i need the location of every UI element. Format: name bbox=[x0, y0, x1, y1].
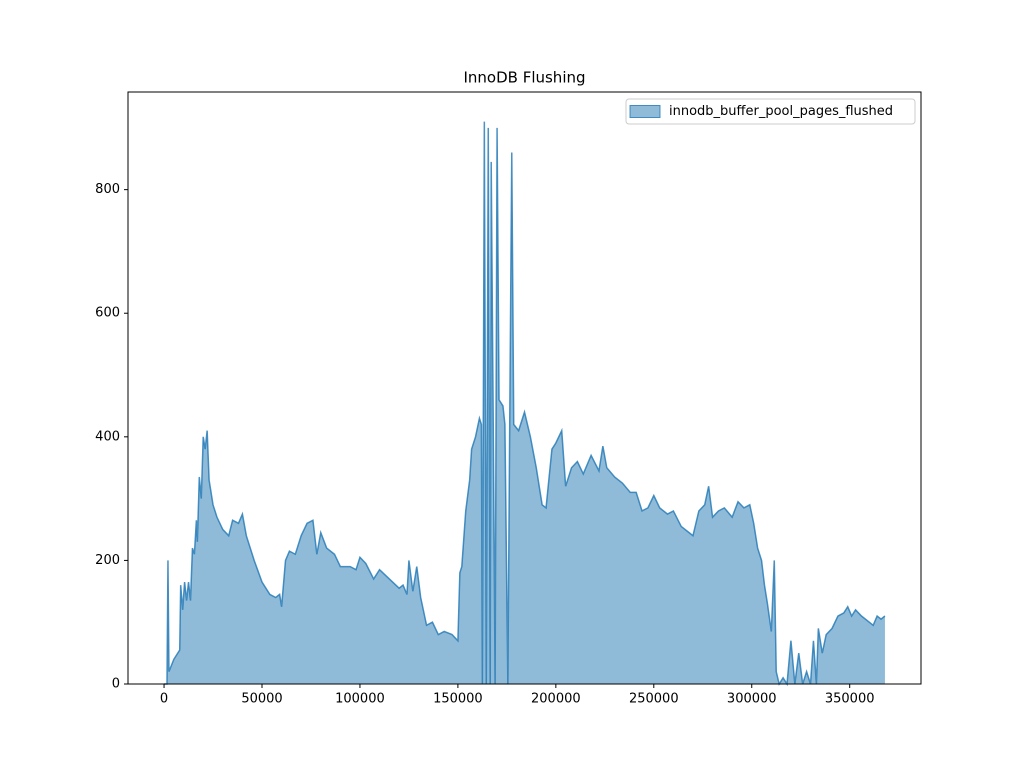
area-fill bbox=[164, 121, 885, 684]
x-tick-label: 200000 bbox=[531, 692, 581, 707]
x-tick-label: 250000 bbox=[629, 692, 679, 707]
chart-title: InnoDB Flushing bbox=[463, 69, 585, 87]
plot-frame bbox=[127, 91, 922, 685]
legend-label: innodb_buffer_pool_pages_flushed bbox=[669, 104, 893, 119]
x-tick-label: 300000 bbox=[727, 692, 777, 707]
y-tick-label: 0 bbox=[112, 677, 120, 692]
legend-swatch bbox=[629, 105, 661, 118]
y-tick-label: 200 bbox=[95, 553, 120, 568]
x-tick-label: 350000 bbox=[825, 692, 875, 707]
x-tick-label: 100000 bbox=[335, 692, 385, 707]
legend-box bbox=[625, 98, 916, 125]
x-tick-label: 150000 bbox=[433, 692, 483, 707]
y-tick-label: 600 bbox=[95, 306, 120, 321]
x-tick-label: 0 bbox=[160, 692, 168, 707]
y-tick-label: 800 bbox=[95, 182, 120, 197]
y-tick-label: 400 bbox=[95, 429, 120, 444]
x-tick-label: 50000 bbox=[241, 692, 282, 707]
